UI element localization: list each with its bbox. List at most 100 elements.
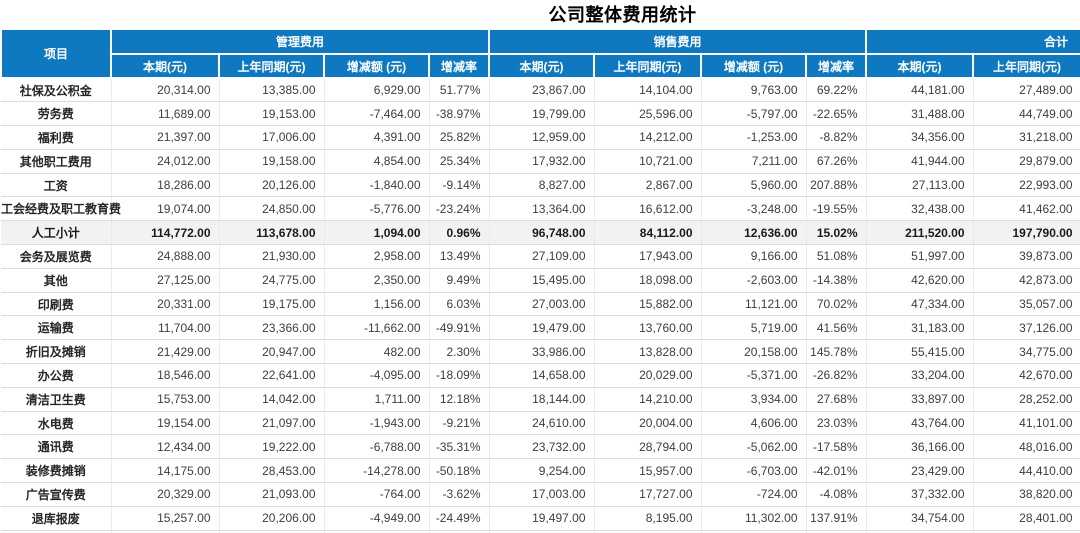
cell-value: 20,126.00 xyxy=(219,173,325,198)
cell-value: 48,016.00 xyxy=(973,434,1080,460)
cell-value: 35,057.00 xyxy=(973,292,1080,317)
cell-value xyxy=(973,530,1080,533)
cell-value: 14,210.00 xyxy=(594,387,702,412)
cell-value: 27,489.00 xyxy=(973,78,1080,103)
cell-value: 2,867.00 xyxy=(594,173,702,198)
cell-value: -35.31% xyxy=(429,434,490,460)
row-item-label: 福利费 xyxy=(1,125,112,150)
cell-value: 31,488.00 xyxy=(866,101,974,127)
cell-value: 32,438.00 xyxy=(866,196,974,222)
cell-value: 10,721.00 xyxy=(594,149,702,174)
row-item-label: 其他职工费用 xyxy=(1,149,112,174)
table-row: 折旧及摊销 21,429.00 20,947.00 482.00 2.30% 33,98… xyxy=(1,339,1080,365)
cell-value: 14,042.00 xyxy=(219,387,325,412)
cell-value: 6.03% xyxy=(429,292,490,317)
cell-value: 20,029.00 xyxy=(594,363,702,388)
cell-value: 9,763.00 xyxy=(701,78,807,103)
cell-value: 20,158.00 xyxy=(701,339,807,365)
cell-value: 44,749.00 xyxy=(973,101,1080,127)
table-row: 其他职工费用 24,012.00 19,158.00 4,854.00 25.34% 1… xyxy=(1,149,1080,174)
cell-value: 15.02% xyxy=(806,220,867,246)
cell-value: 17,727.00 xyxy=(594,482,702,507)
cell-value: 69.22% xyxy=(806,78,867,103)
row-item-label: 社保及公积金 xyxy=(1,78,112,103)
cell-value: 29,879.00 xyxy=(973,149,1080,174)
cell-value: 9.49% xyxy=(429,268,490,293)
cell-value: 41,462.00 xyxy=(973,196,1080,222)
row-item-label: 清洁卫生费 xyxy=(1,387,112,412)
cell-value: 18,144.00 xyxy=(489,387,595,412)
cell-value: 9,166.00 xyxy=(701,244,807,269)
cell-value: 24,775.00 xyxy=(219,268,325,293)
cell-value: 4,854.00 xyxy=(324,149,430,174)
cell-value: 19,497.00 xyxy=(489,506,595,531)
cell-value: 28,453.00 xyxy=(219,458,325,484)
cell-value: 21,930.00 xyxy=(219,244,325,269)
expense-table: 项目 管理费用 销售费用 合计 本期(元) 上年同期(元) 增减额 (元) 增减… xyxy=(0,28,1080,533)
row-item-label: 退库报废 xyxy=(1,506,112,531)
cell-value: -49.91% xyxy=(429,315,490,341)
cell-value: -764.00 xyxy=(324,482,430,507)
row-item-label: 工资 xyxy=(1,173,112,198)
cell-value: -5,797.00 xyxy=(701,101,807,127)
cell-value: -5,062.00 xyxy=(701,434,807,460)
cell-value: -4,095.00 xyxy=(324,363,430,388)
cell-value: 18,286.00 xyxy=(111,173,220,198)
cell-value: 13,760.00 xyxy=(594,315,702,341)
row-item-label: 广告宣传费 xyxy=(1,482,112,507)
cell-value: 6,929.00 xyxy=(324,78,430,103)
cell-value: 22,993.00 xyxy=(973,173,1080,198)
cell-value: 33,897.00 xyxy=(866,387,974,412)
table-row: 印刷费 20,331.00 19,175.00 1,156.00 6.03% 27,00… xyxy=(1,292,1080,317)
report-title: 公司整体费用统计 xyxy=(548,5,697,25)
table-row: 工资 18,286.00 20,126.00 -1,840.00 -9.14% 8,82… xyxy=(1,173,1080,198)
cell-value: 84,112.00 xyxy=(594,220,702,246)
table-row: 会务及展览费 24,888.00 21,930.00 2,958.00 13.49% 2… xyxy=(1,244,1080,269)
cell-value: 20,947.00 xyxy=(219,339,325,365)
cell-value: 145.78% xyxy=(806,339,867,365)
cell-value: -22.65% xyxy=(806,101,867,127)
cell-value: 27,003.00 xyxy=(489,292,595,317)
cell-value: 14,658.00 xyxy=(489,363,595,388)
cell-value: 24,610.00 xyxy=(489,411,595,436)
cell-value: -724.00 xyxy=(701,482,807,507)
row-item-label: 折旧及摊销 xyxy=(1,339,112,365)
cell-value: 38,820.00 xyxy=(973,482,1080,507)
cell-value: 24,888.00 xyxy=(111,244,220,269)
cell-value: -5,776.00 xyxy=(324,196,430,222)
table-row: 其他 27,125.00 24,775.00 2,350.00 9.49% 15,495… xyxy=(1,268,1080,293)
row-item-label: 人工小计 xyxy=(1,220,112,246)
cell-value: -6,788.00 xyxy=(324,434,430,460)
cell-value: 11,689.00 xyxy=(111,101,220,127)
cell-value: 15,495.00 xyxy=(489,268,595,293)
cell-value: 41,101.00 xyxy=(973,411,1080,436)
cell-value: 19,479.00 xyxy=(489,315,595,341)
cell-value: -5,371.00 xyxy=(701,363,807,388)
cell-value: -8.82% xyxy=(806,125,867,150)
cell-value: 14,104.00 xyxy=(594,78,702,103)
cell-value: 41.56% xyxy=(806,315,867,341)
cell-value: 27.68% xyxy=(806,387,867,412)
column-header-mgmt-change: 增减额 (元) xyxy=(323,53,430,79)
table-row: 退库报废 15,257.00 20,206.00 -4,949.00 -24.49% 1… xyxy=(1,506,1080,531)
cell-value: 12,636.00 xyxy=(701,220,807,246)
cell-value: 14,212.00 xyxy=(594,125,702,150)
cell-value: 25,596.00 xyxy=(594,101,702,127)
cell-value: 28,794.00 xyxy=(594,434,702,460)
row-item-label: 装修费摊销 xyxy=(1,458,112,484)
table-row: 福利费 21,397.00 17,006.00 4,391.00 25.82% 12,9… xyxy=(1,125,1080,150)
cell-value: -1,253.00 xyxy=(701,125,807,150)
cell-value: -14,278.00 xyxy=(324,458,430,484)
cell-value: -38.97% xyxy=(429,101,490,127)
cell-value: -14.38% xyxy=(806,268,867,293)
row-item-label: 通讯费 xyxy=(1,434,112,460)
row-item-label: 其他 xyxy=(1,268,112,293)
row-item-label: 办公费 xyxy=(1,363,112,388)
cell-value: -50.18% xyxy=(429,458,490,484)
cell-value: 20,331.00 xyxy=(111,292,220,317)
cell-value: 7,211.00 xyxy=(701,149,807,174)
cell-value: 21,429.00 xyxy=(111,339,220,365)
cell-value: -3.62% xyxy=(429,482,490,507)
cell-value: 23,429.00 xyxy=(866,458,974,484)
